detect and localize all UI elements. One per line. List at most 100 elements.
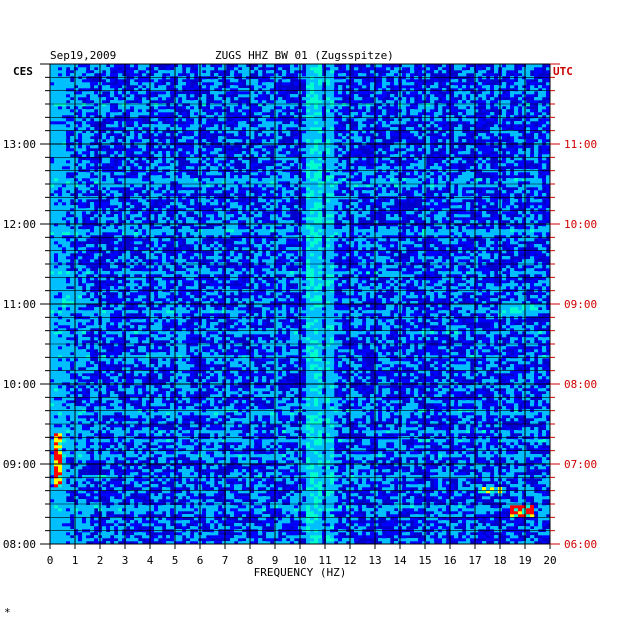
heatmap-cell (474, 379, 479, 383)
heatmap-cell (450, 505, 455, 509)
heatmap-cell (206, 541, 211, 545)
heatmap-cell (306, 478, 311, 482)
heatmap-cell (194, 412, 199, 416)
heatmap-cell (362, 445, 367, 449)
heatmap-cell (474, 385, 479, 389)
heatmap-cell (278, 403, 283, 407)
heatmap-cell (402, 487, 407, 491)
heatmap-cell (294, 532, 299, 536)
heatmap-cell (542, 493, 547, 497)
heatmap-cell (210, 532, 215, 536)
heatmap-cell (438, 466, 443, 470)
heatmap-cell (306, 421, 311, 425)
heatmap-cell (90, 511, 95, 515)
heatmap-cell (154, 406, 159, 410)
heatmap-cell (90, 508, 95, 512)
heatmap-cell (86, 445, 91, 449)
heatmap-cell (58, 532, 63, 536)
heatmap-cell (414, 499, 419, 503)
heatmap-cell (538, 433, 543, 437)
heatmap-cell (130, 535, 135, 539)
heatmap-cell (502, 454, 507, 458)
heatmap-cell (330, 508, 335, 512)
heatmap-cell (246, 379, 251, 383)
heatmap-cell (234, 493, 239, 497)
heatmap-cell (274, 508, 279, 512)
heatmap-cell (430, 427, 435, 431)
heatmap-cell (342, 424, 347, 428)
heatmap-cell (354, 397, 359, 401)
heatmap-cell (502, 463, 507, 467)
heatmap-cell (58, 385, 63, 389)
heatmap-cell (378, 466, 383, 470)
heatmap-cell (226, 421, 231, 425)
heatmap-cell (202, 379, 207, 383)
heatmap-cell (114, 418, 119, 422)
heatmap-cell (458, 481, 463, 485)
heatmap-cell (518, 460, 523, 464)
heatmap-cell (430, 436, 435, 440)
heatmap-cell (202, 532, 207, 536)
heatmap-cell (102, 460, 107, 464)
heatmap-cell (426, 487, 431, 491)
heatmap-cell (274, 511, 279, 515)
heatmap-cell (266, 442, 271, 446)
heatmap-cell (210, 448, 215, 452)
heatmap-cell (182, 481, 187, 485)
heatmap-cell (450, 475, 455, 479)
heatmap-cell (254, 439, 259, 443)
heatmap-cell (82, 484, 87, 488)
heatmap-cell (274, 445, 279, 449)
heatmap-cell (262, 385, 267, 389)
heatmap-cell (370, 424, 375, 428)
heatmap-cell (130, 511, 135, 515)
heatmap-cell (134, 397, 139, 401)
heatmap-cell (206, 487, 211, 491)
heatmap-cell (326, 481, 331, 485)
heatmap-cell (418, 490, 423, 494)
heatmap-cell (138, 376, 143, 380)
heatmap-cell (478, 418, 483, 422)
heatmap-cell (58, 457, 63, 461)
heatmap-cell (194, 526, 199, 530)
heatmap-cell (414, 439, 419, 443)
heatmap-cell (370, 457, 375, 461)
heatmap-cell (210, 499, 215, 503)
heatmap-cell (242, 406, 247, 410)
heatmap-cell (478, 466, 483, 470)
heatmap-cell (54, 475, 59, 479)
heatmap-cell (74, 478, 79, 482)
heatmap-cell (454, 436, 459, 440)
heatmap-cell (342, 505, 347, 509)
heatmap-cell (114, 385, 119, 389)
heatmap-cell (274, 493, 279, 497)
heatmap-cell (294, 439, 299, 443)
heatmap-cell (354, 430, 359, 434)
heatmap-cell (118, 475, 123, 479)
heatmap-cell (250, 526, 255, 530)
heatmap-cell (494, 448, 499, 452)
heatmap-cell (278, 487, 283, 491)
heatmap-cell (494, 412, 499, 416)
heatmap-cell (546, 421, 551, 425)
heatmap-cell (446, 520, 451, 524)
heatmap-cell (258, 502, 263, 506)
heatmap-cell (54, 484, 59, 488)
heatmap-cell (450, 466, 455, 470)
heatmap-cell (534, 505, 539, 509)
heatmap-cell (526, 403, 531, 407)
heatmap-cell (378, 376, 383, 380)
heatmap-cell (230, 439, 235, 443)
heatmap-cell (518, 454, 523, 458)
heatmap-cell (246, 388, 251, 392)
heatmap-cell (306, 472, 311, 476)
heatmap-cell (346, 499, 351, 503)
heatmap-cell (354, 511, 359, 515)
heatmap-cell (166, 412, 171, 416)
heatmap-cell (390, 427, 395, 431)
heatmap-cell (218, 523, 223, 527)
heatmap-cell (166, 430, 171, 434)
heatmap-cell (310, 475, 315, 479)
heatmap-cell (230, 433, 235, 437)
heatmap-cell (134, 460, 139, 464)
